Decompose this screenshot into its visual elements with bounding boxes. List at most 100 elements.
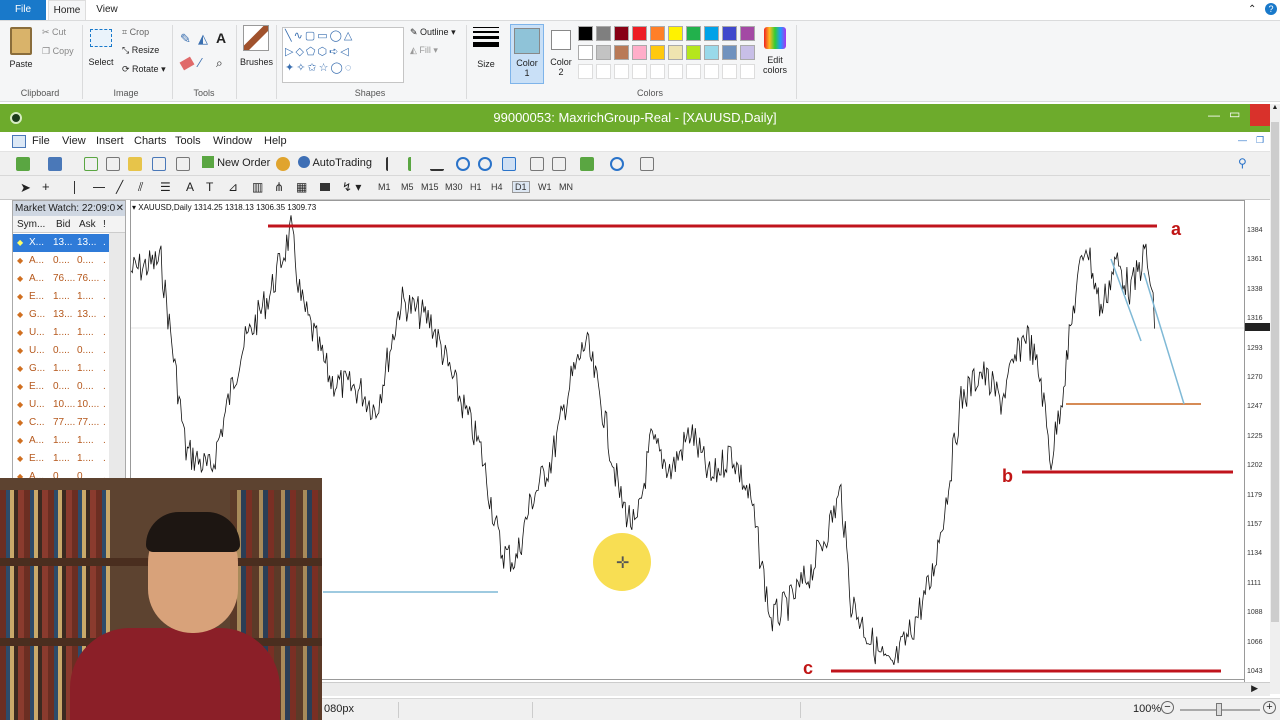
timeframe-m5[interactable]: M5 bbox=[401, 182, 414, 192]
grid-icon[interactable]: ▥ bbox=[252, 180, 264, 194]
eraser-icon[interactable] bbox=[179, 56, 195, 71]
data-window-icon[interactable] bbox=[106, 157, 120, 171]
rectangle-icon[interactable] bbox=[320, 183, 330, 191]
palette-swatch-empty[interactable] bbox=[668, 64, 683, 79]
autoscroll-icon[interactable] bbox=[552, 157, 566, 171]
periods-icon[interactable] bbox=[610, 157, 624, 171]
line-shape-icon[interactable]: ╲∿▢▭◯△ bbox=[285, 30, 355, 42]
palette-swatch-empty[interactable] bbox=[740, 64, 755, 79]
market-watch-row[interactable]: ◆ E... 1.... 1..... bbox=[13, 450, 111, 468]
palette-swatch[interactable] bbox=[704, 45, 719, 60]
crosshair-icon[interactable]: + bbox=[42, 179, 50, 194]
menu-insert[interactable]: Insert bbox=[96, 135, 124, 147]
horizontal-line-icon[interactable] bbox=[93, 187, 105, 188]
terminal-icon[interactable] bbox=[152, 157, 166, 171]
cursor-icon[interactable]: ➤ bbox=[20, 180, 31, 195]
text-icon[interactable]: A bbox=[216, 30, 227, 46]
line-chart-icon[interactable] bbox=[430, 157, 444, 171]
zoom-slider-thumb[interactable] bbox=[1216, 703, 1222, 716]
timeframe-w1[interactable]: W1 bbox=[538, 182, 552, 192]
palette-swatch[interactable] bbox=[596, 45, 611, 60]
menu-help[interactable]: Help bbox=[264, 135, 287, 147]
palette-swatch[interactable] bbox=[740, 45, 755, 60]
label-tool-icon[interactable]: T bbox=[206, 180, 214, 194]
candlestick-icon[interactable] bbox=[408, 157, 422, 171]
new-order-button[interactable]: New Order bbox=[202, 156, 270, 169]
market-watch-row[interactable]: ◆ A... 0.... 0..... bbox=[13, 252, 111, 270]
outline-button[interactable]: ✎ Outline ▾ bbox=[410, 27, 456, 37]
bar-chart-icon[interactable] bbox=[386, 157, 400, 171]
fibonacci-icon[interactable]: ☰ bbox=[160, 180, 171, 194]
new-chart-icon[interactable] bbox=[16, 157, 30, 171]
menu-tools[interactable]: Tools bbox=[175, 135, 201, 147]
timeframe-m30[interactable]: M30 bbox=[445, 182, 463, 192]
gann-icon[interactable]: ⊿ bbox=[228, 180, 239, 194]
minimize-button[interactable]: — bbox=[1208, 108, 1220, 122]
autotrading-button[interactable]: AutoTrading bbox=[298, 156, 372, 169]
market-watch-row[interactable]: ◆ G... 1.... 1..... bbox=[13, 360, 111, 378]
market-watch-row[interactable]: ◆ C... 77.... 77..... bbox=[13, 414, 111, 432]
search-icon[interactable]: ⚲ bbox=[1238, 156, 1247, 170]
vertical-line-icon[interactable] bbox=[74, 181, 75, 194]
scroll-up-arrow-icon[interactable]: ▲ bbox=[1271, 104, 1279, 111]
strategy-tester-icon[interactable] bbox=[176, 157, 190, 171]
palette-swatch-empty[interactable] bbox=[650, 64, 665, 79]
palette-swatch[interactable] bbox=[632, 45, 647, 60]
col-flag[interactable]: ! bbox=[103, 219, 106, 230]
market-watch-row[interactable]: ◆ A... 1.... 1..... bbox=[13, 432, 111, 450]
palette-swatch[interactable] bbox=[578, 26, 593, 41]
color-picker-icon[interactable]: ⁄ bbox=[199, 55, 202, 70]
col-symbol[interactable]: Sym... bbox=[17, 219, 46, 230]
cut-button[interactable]: ✂ Cut bbox=[42, 27, 67, 37]
maximize-button[interactable]: ▭ bbox=[1229, 107, 1241, 121]
channel-icon[interactable]: ⫽ bbox=[138, 180, 144, 194]
market-watch-scrollbar[interactable] bbox=[109, 233, 125, 481]
palette-swatch-empty[interactable] bbox=[722, 64, 737, 79]
market-watch-row[interactable]: ◆ A... 76.... 76..... bbox=[13, 270, 111, 288]
tile-windows-icon[interactable] bbox=[502, 157, 516, 171]
chart-horizontal-scrollbar[interactable]: ▶ bbox=[130, 682, 1270, 696]
timeframe-m15[interactable]: M15 bbox=[421, 182, 439, 192]
star-shape-icon[interactable]: ✦✧✩☆◯◌ bbox=[285, 62, 354, 74]
trendline-icon[interactable]: ╱ bbox=[116, 180, 124, 194]
child-restore-button[interactable]: ❐ bbox=[1256, 135, 1265, 145]
zoom-in-button[interactable]: + bbox=[1263, 701, 1276, 714]
palette-swatch[interactable] bbox=[722, 45, 737, 60]
palette-swatch[interactable] bbox=[722, 26, 737, 41]
market-watch-row[interactable]: ◆ A... 0 0. bbox=[13, 468, 111, 481]
color1-button[interactable]: Color 1 bbox=[510, 24, 544, 84]
help-icon[interactable]: ? bbox=[1265, 3, 1277, 15]
indicators-icon[interactable] bbox=[580, 157, 594, 171]
metaeditor-icon[interactable] bbox=[276, 157, 290, 171]
copy-button[interactable]: ❐ Copy bbox=[42, 46, 74, 56]
palette-swatch-empty[interactable] bbox=[704, 64, 719, 79]
palette-swatch[interactable] bbox=[614, 45, 629, 60]
polygon-shape-icon[interactable]: ▷◇⬠⬡➪◁ bbox=[285, 46, 351, 58]
size-button[interactable]: Size bbox=[470, 27, 502, 81]
tab-file[interactable]: File bbox=[0, 0, 46, 20]
palette-swatch[interactable] bbox=[686, 26, 701, 41]
close-button[interactable] bbox=[1250, 104, 1270, 126]
market-watch-row[interactable]: ◆ U... 10.... 10..... bbox=[13, 396, 111, 414]
market-watch-row[interactable]: ◆ X... 13... 13.... bbox=[13, 234, 111, 252]
palette-swatch[interactable] bbox=[704, 26, 719, 41]
palette-swatch[interactable] bbox=[650, 45, 665, 60]
text-tool-icon[interactable]: A bbox=[186, 180, 195, 194]
resize-button[interactable]: ⤡ Resize bbox=[122, 45, 160, 55]
magnifier-icon[interactable]: ⌕ bbox=[216, 56, 223, 70]
menu-window[interactable]: Window bbox=[213, 135, 253, 147]
palette-swatch-empty[interactable] bbox=[578, 64, 593, 79]
col-bid[interactable]: Bid bbox=[56, 219, 71, 230]
market-watch-icon[interactable] bbox=[84, 157, 98, 171]
market-watch-row[interactable]: ◆ E... 0.... 0..... bbox=[13, 378, 111, 396]
market-watch-row[interactable]: ◆ E... 1.... 1..... bbox=[13, 288, 111, 306]
crop-button[interactable]: ⌗ Crop bbox=[122, 27, 150, 37]
desktop-vertical-scrollbar[interactable]: ▲ bbox=[1270, 104, 1280, 694]
paste-button[interactable]: Paste bbox=[6, 25, 36, 79]
menu-view[interactable]: View bbox=[62, 135, 86, 147]
tab-view[interactable]: View bbox=[96, 4, 118, 15]
scroll-thumb[interactable] bbox=[1271, 122, 1279, 622]
select-button[interactable]: Select bbox=[88, 29, 114, 79]
color2-button[interactable]: Color 2 bbox=[546, 24, 576, 84]
arrows-icon[interactable]: ↯ ▾ bbox=[342, 180, 362, 194]
